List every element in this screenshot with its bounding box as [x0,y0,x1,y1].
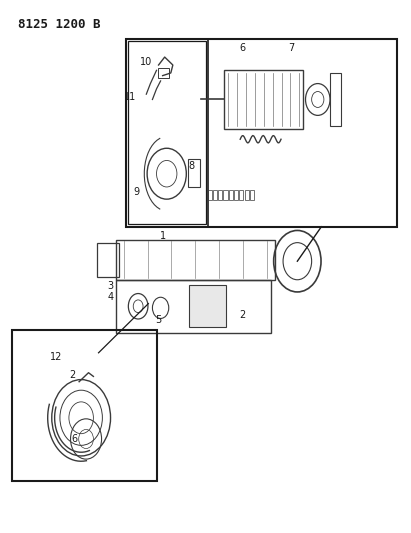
Text: 8125 1200 B: 8125 1200 B [18,18,100,31]
Bar [213,190,217,200]
Bar [218,190,222,200]
Bar [224,190,228,200]
Bar [224,70,303,128]
Bar [245,190,249,200]
Text: 2: 2 [70,370,76,380]
Bar [229,190,233,200]
Text: 5: 5 [155,314,162,325]
Bar [97,243,118,277]
Bar [330,73,342,126]
Bar [115,240,275,280]
Text: 11: 11 [124,92,136,102]
Bar [128,41,206,224]
Bar [188,159,200,187]
Text: 6: 6 [239,43,245,53]
Bar [126,38,397,227]
Bar [115,280,271,333]
Bar [239,190,243,200]
Bar [189,285,226,327]
Text: 7: 7 [288,43,294,53]
Text: 6: 6 [72,434,78,444]
Bar [250,190,254,200]
Bar [12,330,157,481]
Bar [234,190,238,200]
Text: 3: 3 [108,280,114,290]
Bar [158,68,169,78]
Text: 10: 10 [140,58,152,67]
Text: 9: 9 [133,187,139,197]
Text: 2: 2 [239,310,245,320]
Bar [208,190,212,200]
Text: 8: 8 [188,161,194,171]
Text: 4: 4 [108,292,114,302]
Text: 12: 12 [50,352,63,361]
Text: 1: 1 [159,231,166,241]
